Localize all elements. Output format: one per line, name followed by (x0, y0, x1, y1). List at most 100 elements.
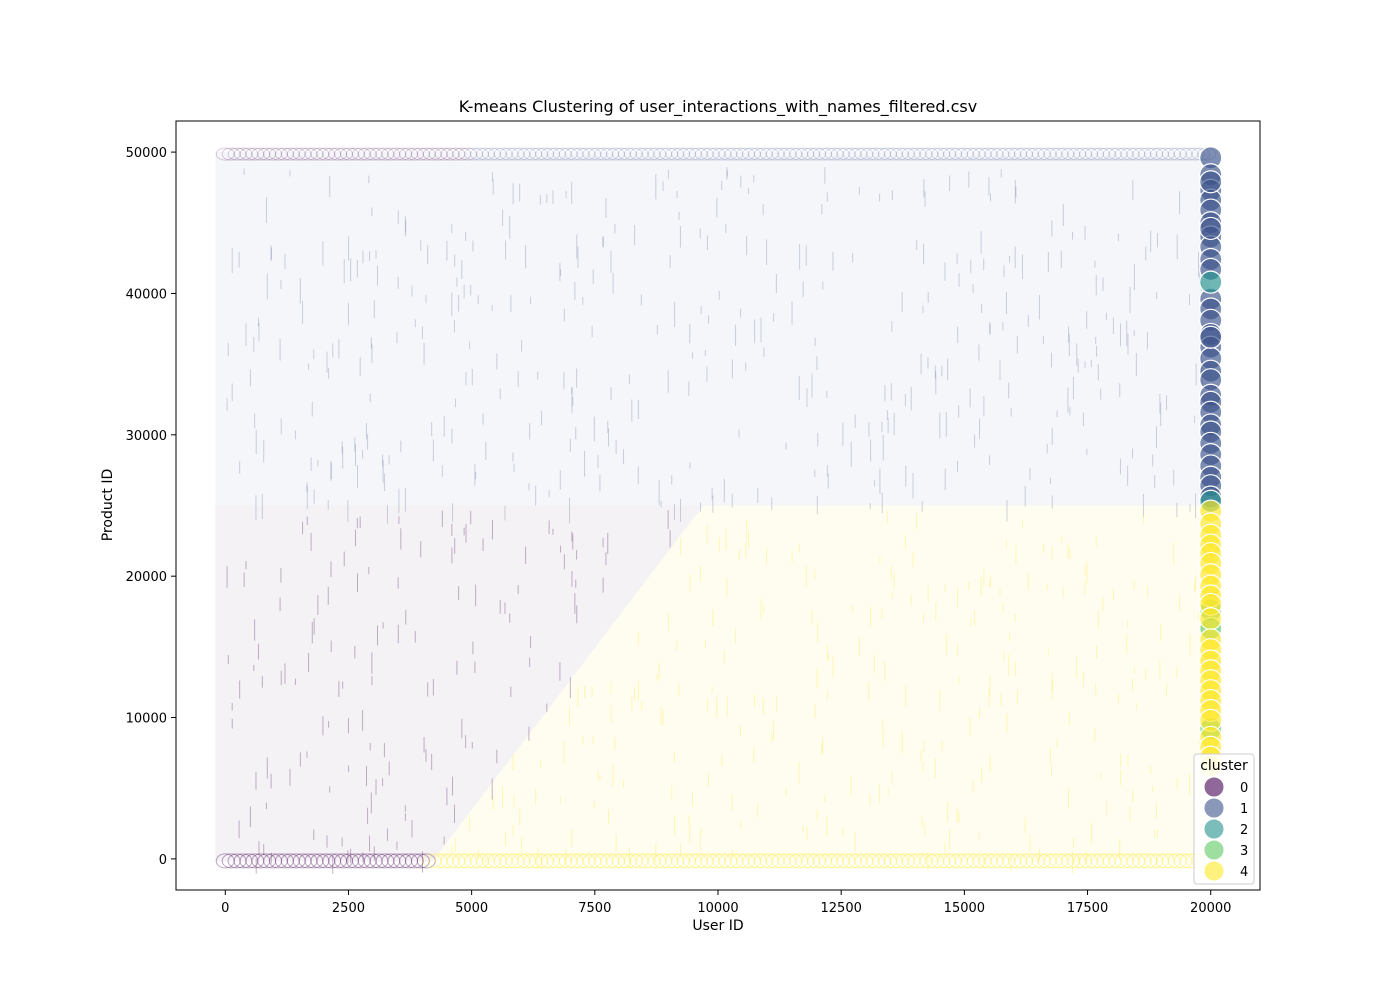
edge-marker (239, 853, 259, 869)
edge-marker (505, 147, 525, 161)
edge-marker (464, 853, 484, 869)
edge-marker (523, 853, 543, 869)
edge-marker (1037, 147, 1057, 161)
edge-marker (393, 853, 413, 869)
cluster-1-point (1199, 170, 1223, 194)
edge-marker (736, 147, 756, 161)
legend: cluster 0 1 2 3 4 (1193, 753, 1255, 885)
y-tick-label: 0 (159, 853, 167, 868)
edge-marker (665, 853, 685, 869)
legend-label-0: 0 (1240, 781, 1248, 796)
edge-marker (647, 147, 667, 161)
edge-marker (1090, 147, 1110, 161)
edge-marker (1149, 853, 1169, 869)
edge-marker (357, 147, 377, 161)
edge-marker (907, 853, 927, 869)
edge-marker (1096, 147, 1116, 161)
edge-marker (925, 147, 945, 161)
edge-marker (292, 147, 312, 161)
x-tick-label: 15000 (944, 901, 985, 916)
legend-label-3: 3 (1240, 844, 1248, 859)
edge-marker (966, 853, 986, 869)
edge-marker (606, 147, 626, 161)
edge-marker (582, 853, 602, 869)
edge-marker (464, 147, 484, 161)
edge-marker (925, 853, 945, 869)
edge-marker (1008, 147, 1028, 161)
legend-label-1: 1 (1240, 802, 1248, 817)
edge-marker (452, 147, 472, 161)
edge-marker (215, 853, 235, 869)
edge-marker (481, 147, 501, 161)
edge-marker (913, 853, 933, 869)
y-tick-label: 20000 (126, 570, 167, 585)
edge-marker (345, 853, 365, 869)
edge-marker (889, 147, 909, 161)
edge-marker (280, 147, 300, 161)
edge-marker (511, 853, 531, 869)
edge-marker (1043, 147, 1063, 161)
edge-marker (310, 853, 330, 869)
edge-marker (505, 853, 525, 869)
edge-marker (777, 147, 797, 161)
edge-marker (836, 853, 856, 869)
edge-marker (540, 853, 560, 869)
x-tick-label: 5000 (455, 901, 488, 916)
edge-marker (937, 147, 957, 161)
edge-marker (753, 853, 773, 869)
edge-marker (789, 853, 809, 869)
plot-background (176, 121, 1260, 890)
edge-marker (694, 147, 714, 161)
edge-marker (842, 147, 862, 161)
edge-marker (1049, 147, 1069, 161)
edge-marker (872, 853, 892, 869)
edge-marker (700, 147, 720, 161)
edge-marker (588, 853, 608, 869)
edge-marker (493, 147, 513, 161)
edge-marker (375, 853, 395, 869)
edge-marker (1144, 853, 1164, 869)
edge-marker (292, 853, 312, 869)
edge-marker (316, 147, 336, 161)
edge-marker (322, 853, 342, 869)
edge-marker (1126, 853, 1146, 869)
edge-marker (830, 853, 850, 869)
edge-marker (801, 147, 821, 161)
edge-marker (724, 853, 744, 869)
edge-marker (742, 853, 762, 869)
edge-marker (795, 147, 815, 161)
edge-marker (807, 147, 827, 161)
edge-marker (322, 147, 342, 161)
edge-marker (1132, 147, 1152, 161)
edge-marker (1108, 853, 1128, 869)
legend-label-4: 4 (1240, 865, 1248, 880)
edge-marker (771, 853, 791, 869)
x-tick-label: 10000 (697, 901, 738, 916)
edge-marker (990, 853, 1010, 869)
edge-marker (960, 147, 980, 161)
edge-marker (1132, 853, 1152, 869)
edge-marker (606, 853, 626, 869)
edge-marker (824, 147, 844, 161)
edge-marker (860, 147, 880, 161)
edge-marker (907, 147, 927, 161)
edge-marker (268, 853, 288, 869)
edge-marker (623, 147, 643, 161)
edge-marker (771, 147, 791, 161)
x-axis: 0 2500 5000 7500 10000 12500 15000 17500 20000 (221, 890, 1231, 916)
edge-marker (487, 853, 507, 869)
edge-marker (913, 147, 933, 161)
edge-marker (594, 853, 614, 869)
edge-marker (1031, 853, 1051, 869)
edge-marker (1067, 147, 1087, 161)
edge-marker (747, 147, 767, 161)
edge-marker (937, 853, 957, 869)
edge-marker (1114, 147, 1134, 161)
edge-marker (493, 853, 513, 869)
edge-marker (251, 853, 271, 869)
edge-marker (1002, 853, 1022, 869)
edge-marker (487, 147, 507, 161)
y-axis: 0 10000 20000 30000 40000 50000 (126, 146, 176, 868)
edge-marker (1013, 853, 1033, 869)
edge-marker (221, 853, 241, 869)
